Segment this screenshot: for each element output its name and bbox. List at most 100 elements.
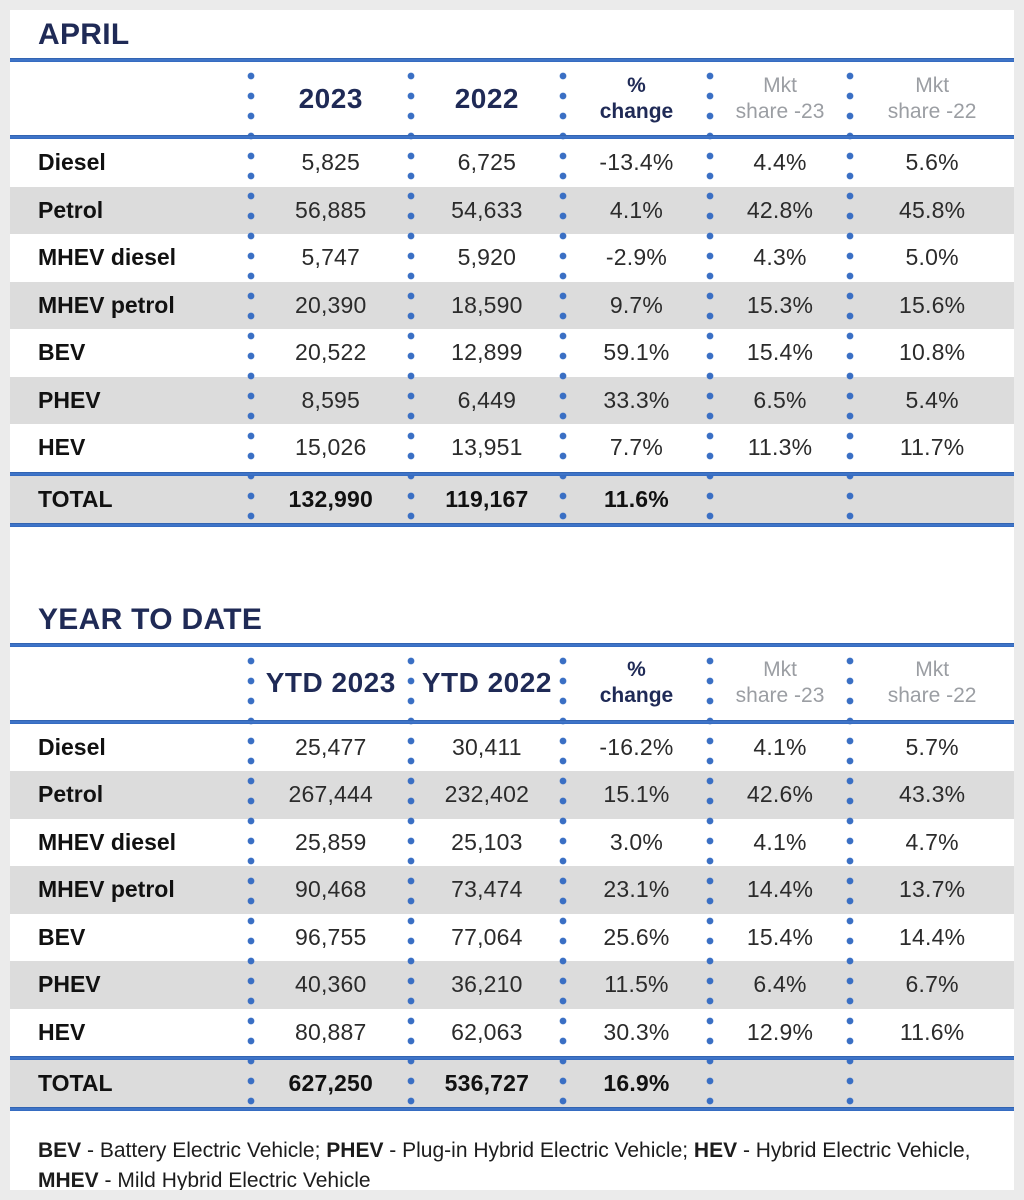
- value-share-23: 6.5%: [753, 386, 807, 413]
- table-row: MHEV petrol 20,390 18,590 9.7% 15.3% 15.…: [10, 281, 1014, 329]
- value-2023: 15,026: [294, 434, 367, 461]
- row-label: PHEV: [38, 971, 101, 998]
- value-change: 59.1%: [603, 339, 670, 366]
- row-label: MHEV diesel: [38, 828, 177, 855]
- column-header-mkt-share-23: Mkt share -23: [710, 657, 851, 708]
- abbreviations-footnote: BEV - Battery Electric Vehicle; PHEV - P…: [38, 1136, 986, 1190]
- april-section: APRIL 2023 2022 % change Mkt share -23: [10, 10, 1014, 527]
- value-2023: 5,747: [301, 244, 361, 271]
- row-label: MHEV diesel: [38, 244, 177, 271]
- row-label: MHEV petrol: [38, 876, 175, 903]
- column-header-mkt-share-22: Mkt share -22: [850, 657, 1014, 708]
- footnote-bev-abbr: BEV: [38, 1139, 82, 1162]
- column-header-mkt-share-23: Mkt share -23: [710, 73, 851, 124]
- value-share-22: 4.7%: [905, 828, 959, 855]
- value-2023: 56,885: [294, 196, 367, 223]
- table-border-line: [10, 471, 1014, 476]
- table-border-line: [10, 522, 1014, 527]
- april-table: 2023 2022 % change Mkt share -23 Mkt sha…: [10, 58, 1014, 527]
- mkt-share-23-line1: Mkt: [763, 658, 797, 682]
- value-2022: 6,449: [457, 386, 517, 413]
- pct-change-line1: %: [627, 658, 646, 682]
- value-share-23: 6.4%: [753, 971, 807, 998]
- value-2022: 54,633: [451, 196, 523, 223]
- row-label: HEV: [38, 1018, 86, 1045]
- row-label: MHEV petrol: [38, 291, 175, 318]
- table-row: MHEV diesel 25,859 25,103 3.0% 4.1% 4.7%: [10, 819, 1014, 867]
- ytd-section: YEAR TO DATE YTD 2023 YTD 2022 % change …: [10, 602, 1014, 1111]
- value-change: 25.6%: [603, 923, 670, 950]
- table-row: HEV 15,026 13,951 7.7% 11.3% 11.7%: [10, 424, 1014, 472]
- total-2022: 119,167: [445, 485, 529, 512]
- value-share-22: 5.0%: [905, 244, 959, 271]
- table-row: Petrol 267,444 232,402 15.1% 42.6% 43.3%: [10, 771, 1014, 819]
- value-2022: 62,063: [451, 1018, 523, 1045]
- value-2023: 5,825: [301, 149, 361, 176]
- value-2022: 30,411: [451, 733, 522, 760]
- section-title-ytd: YEAR TO DATE: [38, 602, 263, 636]
- table-row: BEV 96,755 77,064 25.6% 15.4% 14.4%: [10, 914, 1014, 962]
- footnote-hev-text: - Hybrid Electric Vehicle,: [737, 1139, 971, 1162]
- value-share-22: 13.7%: [899, 876, 966, 903]
- total-row: TOTAL 132,990 119,167 11.6%: [10, 475, 1014, 523]
- value-share-23: 15.3%: [746, 291, 814, 318]
- value-share-23: 11.3%: [747, 434, 813, 461]
- value-change: 11.5%: [604, 971, 669, 998]
- column-header-pct-change: % change: [563, 657, 710, 708]
- value-change: 30.3%: [603, 1018, 670, 1045]
- value-2023: 80,887: [294, 1018, 367, 1045]
- value-2023: 25,859: [294, 828, 367, 855]
- value-2022: 12,899: [451, 339, 523, 366]
- footnote-mhev-text: - Mild Hybrid Electric Vehicle: [98, 1168, 371, 1190]
- pct-change-line1: %: [627, 73, 646, 97]
- pct-change-line2: change: [599, 684, 674, 707]
- table-row: Diesel 25,477 30,411 -16.2% 4.1% 5.7%: [10, 724, 1014, 772]
- value-change: -13.4%: [599, 149, 674, 176]
- table-border-line: [10, 58, 1014, 62]
- value-2022: 36,210: [451, 971, 523, 998]
- footnote-phev-text: - Plug-in Hybrid Electric Vehicle;: [383, 1139, 694, 1162]
- table-border-line: [10, 642, 1014, 647]
- mkt-share-22-line2: share -22: [887, 684, 977, 707]
- table-border-line: [10, 1056, 1014, 1060]
- total-label: TOTAL: [38, 485, 113, 512]
- value-2022: 13,951: [451, 434, 523, 461]
- table-row: Petrol 56,885 54,633 4.1% 42.8% 45.8%: [10, 186, 1014, 234]
- ytd-table: YTD 2023 YTD 2022 % change Mkt share -23…: [10, 642, 1014, 1111]
- value-share-23: 4.1%: [753, 828, 807, 855]
- footnote-phev-abbr: PHEV: [326, 1139, 384, 1162]
- value-2023: 8,595: [301, 386, 361, 413]
- value-share-23: 42.6%: [746, 781, 814, 808]
- value-share-22: 43.3%: [899, 781, 966, 808]
- column-header-ytd-2022: YTD 2022: [421, 667, 552, 698]
- table-border-line: [10, 719, 1014, 724]
- total-row: TOTAL 627,250 536,727 16.9%: [10, 1060, 1014, 1107]
- total-change: 16.9%: [603, 1070, 670, 1096]
- value-2022: 5,920: [457, 244, 517, 271]
- value-share-22: 5.7%: [905, 733, 959, 760]
- value-share-22: 5.6%: [905, 149, 959, 176]
- value-2023: 20,390: [294, 291, 367, 318]
- value-2023: 96,755: [294, 923, 367, 950]
- value-2023: 40,360: [294, 971, 367, 998]
- value-share-23: 15.4%: [746, 339, 814, 366]
- value-share-22: 14.4%: [899, 923, 966, 950]
- value-share-23: 14.4%: [746, 876, 814, 903]
- table-border-line: [10, 1107, 1014, 1111]
- total-label: TOTAL: [38, 1070, 113, 1096]
- table-header-row: YTD 2023 YTD 2022 % change Mkt share -23…: [10, 647, 1014, 720]
- value-share-22: 15.6%: [899, 291, 966, 318]
- value-change: 15.1%: [603, 781, 670, 808]
- row-label: BEV: [38, 339, 86, 366]
- value-2022: 77,064: [451, 923, 523, 950]
- footnote-hev-abbr: HEV: [693, 1139, 738, 1162]
- value-share-23: 4.1%: [753, 733, 807, 760]
- value-share-22: 11.7%: [899, 434, 965, 461]
- row-label: Petrol: [38, 196, 104, 223]
- value-share-22: 5.4%: [905, 386, 959, 413]
- row-label: Petrol: [38, 781, 104, 808]
- value-2023: 90,468: [294, 876, 367, 903]
- mkt-share-23-line1: Mkt: [763, 73, 797, 97]
- value-2022: 232,402: [444, 781, 530, 808]
- value-2023: 20,522: [294, 339, 367, 366]
